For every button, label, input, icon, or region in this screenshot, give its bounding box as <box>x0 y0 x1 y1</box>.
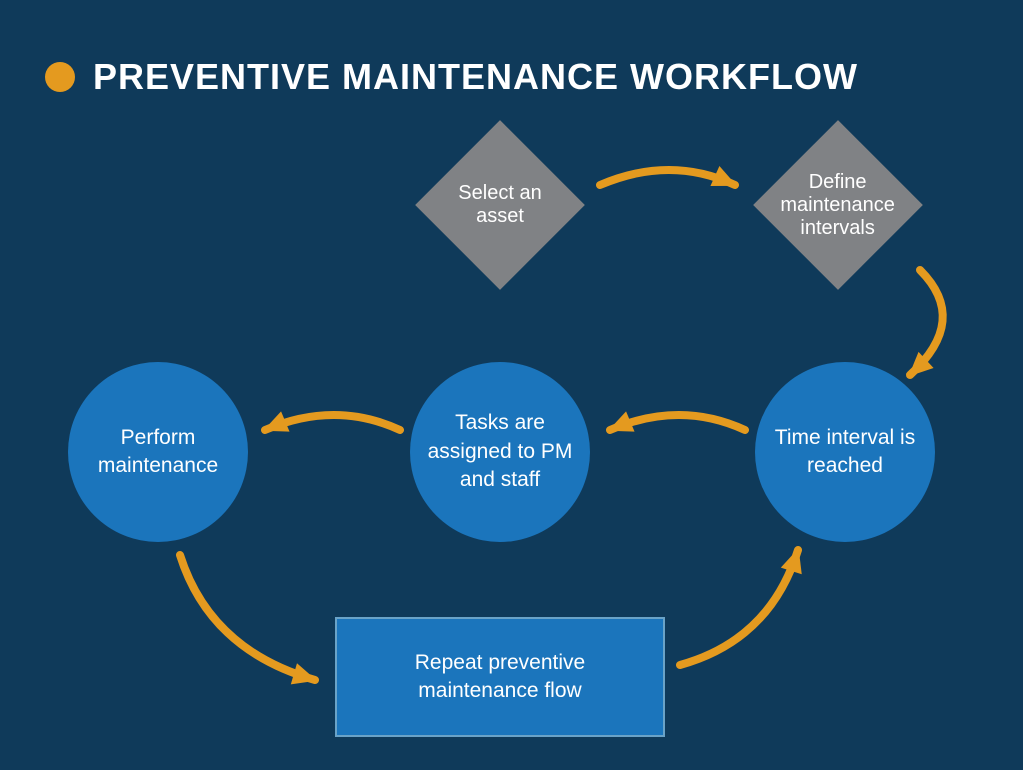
node-tasks-assigned: Tasks areassigned to PMand staff <box>410 362 590 542</box>
arrowhead-perform-to-repeat <box>291 663 317 684</box>
arrowhead-define-to-time <box>909 352 934 376</box>
node-select-asset-label: Select an asset <box>440 182 560 228</box>
node-repeat-flow-label: Repeat preventivemaintenance flow <box>415 649 585 706</box>
arrow-tasks-to-perform <box>265 415 400 430</box>
node-perform-maintenance-label: Performmaintenance <box>98 424 218 481</box>
node-repeat-flow: Repeat preventivemaintenance flow <box>335 617 665 737</box>
arrowhead-repeat-to-time <box>781 548 802 574</box>
arrowhead-select-to-define <box>710 166 736 186</box>
node-time-interval: Time interval isreached <box>755 362 935 542</box>
node-time-interval-label: Time interval isreached <box>775 424 915 481</box>
page-title: PREVENTIVE MAINTENANCE WORKFLOW <box>93 56 858 98</box>
arrowhead-time-to-tasks <box>608 411 634 431</box>
node-tasks-assigned-label: Tasks areassigned to PMand staff <box>428 409 573 494</box>
page-title-wrap: PREVENTIVE MAINTENANCE WORKFLOW <box>45 56 858 98</box>
title-bullet-icon <box>45 62 75 92</box>
node-select-asset: Select an asset <box>415 120 585 290</box>
node-perform-maintenance: Performmaintenance <box>68 362 248 542</box>
arrow-time-to-tasks <box>610 415 745 430</box>
arrowhead-tasks-to-perform <box>263 411 289 431</box>
arrow-perform-to-repeat <box>180 555 315 680</box>
arrow-select-to-define <box>600 170 735 185</box>
arrow-repeat-to-time <box>680 550 798 665</box>
node-define-intervals-label: Definemaintenanceintervals <box>778 171 898 240</box>
node-define-intervals: Definemaintenanceintervals <box>753 120 923 290</box>
arrow-define-to-time <box>910 270 943 375</box>
